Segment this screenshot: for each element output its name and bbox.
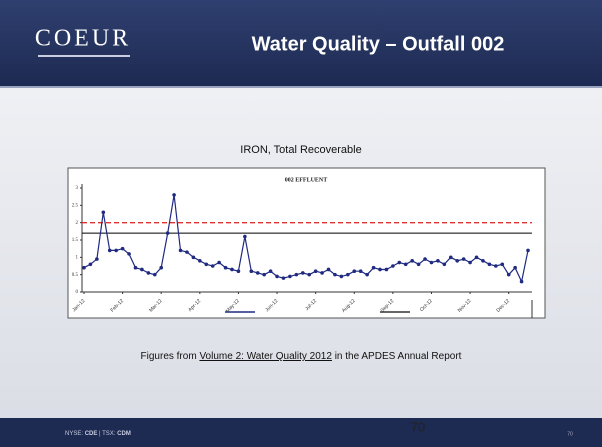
slide-title: Water Quality – Outfall 002 — [252, 33, 505, 55]
data-point — [146, 271, 151, 275]
data-point — [262, 272, 266, 277]
y-tick-label: 0.5 — [72, 273, 79, 278]
caption: Figures from Volume 2: Water Quality 201… — [141, 351, 462, 362]
data-point — [185, 250, 189, 254]
data-point — [300, 271, 305, 275]
page-number: 70 — [411, 419, 425, 434]
data-point — [120, 246, 125, 251]
data-point — [294, 272, 299, 277]
data-point — [223, 265, 228, 270]
chart-subtitle: IRON, Total Recoverable — [240, 144, 361, 156]
data-point — [320, 271, 324, 275]
data-point — [500, 262, 505, 267]
data-point — [204, 262, 209, 267]
data-point — [243, 234, 247, 239]
data-point — [172, 193, 176, 197]
data-point — [230, 267, 234, 272]
data-point — [391, 264, 395, 268]
header-band — [0, 0, 602, 86]
data-point — [326, 267, 331, 272]
data-point — [436, 259, 440, 263]
data-point — [448, 255, 453, 260]
data-point — [307, 272, 312, 277]
data-point — [461, 257, 466, 261]
y-tick-label: 1 — [76, 255, 79, 260]
data-point — [346, 272, 350, 277]
y-tick-label: 2.5 — [72, 203, 79, 208]
data-point — [358, 269, 363, 274]
y-tick-label: 2 — [76, 221, 79, 226]
data-point — [378, 267, 382, 272]
data-point — [481, 259, 485, 263]
header-rule — [0, 86, 602, 88]
footer-band — [0, 418, 602, 447]
data-point — [88, 262, 93, 267]
data-point — [178, 248, 183, 253]
data-point — [519, 279, 524, 284]
data-point — [236, 269, 241, 274]
page-number-small: 70 — [567, 431, 573, 437]
logo: COEUR — [35, 26, 131, 52]
data-point — [159, 265, 164, 270]
data-point — [416, 262, 421, 267]
data-point — [133, 265, 138, 270]
logo-rule — [38, 55, 130, 57]
data-point — [140, 267, 144, 272]
data-point — [333, 272, 337, 277]
data-line — [83, 194, 529, 284]
data-point — [275, 274, 279, 279]
chart-frame — [67, 167, 546, 319]
data-point — [487, 262, 492, 267]
data-point — [526, 248, 530, 253]
footer-text: | TSX: — [97, 431, 117, 437]
data-point — [95, 257, 99, 261]
data-point — [423, 257, 427, 261]
data-point — [365, 272, 369, 277]
data-point — [506, 272, 511, 277]
footer-tickers: NYSE: CDE | TSX: CDM — [65, 431, 131, 437]
data-point — [384, 267, 389, 272]
data-point — [313, 269, 318, 274]
data-point — [217, 260, 221, 265]
data-point — [513, 265, 517, 270]
data-point — [429, 260, 434, 265]
data-point — [249, 269, 254, 274]
data-point — [268, 269, 273, 274]
data-point — [468, 260, 472, 265]
data-point — [403, 262, 408, 267]
data-point — [101, 210, 106, 215]
data-point — [114, 248, 118, 253]
data-point — [107, 248, 112, 253]
y-tick-label: 1.5 — [72, 238, 79, 243]
data-point — [339, 274, 344, 279]
caption-text: Figures from — [141, 351, 200, 362]
data-point — [494, 264, 498, 268]
data-point — [198, 259, 202, 263]
data-point — [127, 252, 131, 256]
data-point — [165, 231, 170, 235]
footer-text: CDE — [85, 431, 98, 437]
footer-text: NYSE: — [65, 431, 85, 437]
data-point — [442, 262, 447, 267]
footer-text: CDM — [117, 431, 131, 437]
data-point — [82, 265, 86, 270]
data-point — [255, 271, 260, 275]
data-point — [352, 269, 357, 274]
data-point — [397, 260, 402, 265]
caption-link: Volume 2: Water Quality 2012 — [199, 351, 332, 362]
data-point — [410, 259, 414, 263]
data-point — [152, 272, 157, 277]
data-point — [371, 265, 376, 270]
caption-text: in the APDES Annual Report — [332, 351, 462, 362]
y-tick-label: 0 — [76, 290, 79, 295]
data-point — [281, 276, 286, 280]
y-tick-label: 3 — [76, 186, 79, 191]
data-point — [474, 255, 479, 260]
data-point — [191, 255, 196, 260]
data-point — [210, 264, 215, 268]
data-point — [455, 259, 460, 263]
chart-title: 002 EFFLUENT — [285, 177, 328, 183]
data-point — [288, 274, 292, 279]
